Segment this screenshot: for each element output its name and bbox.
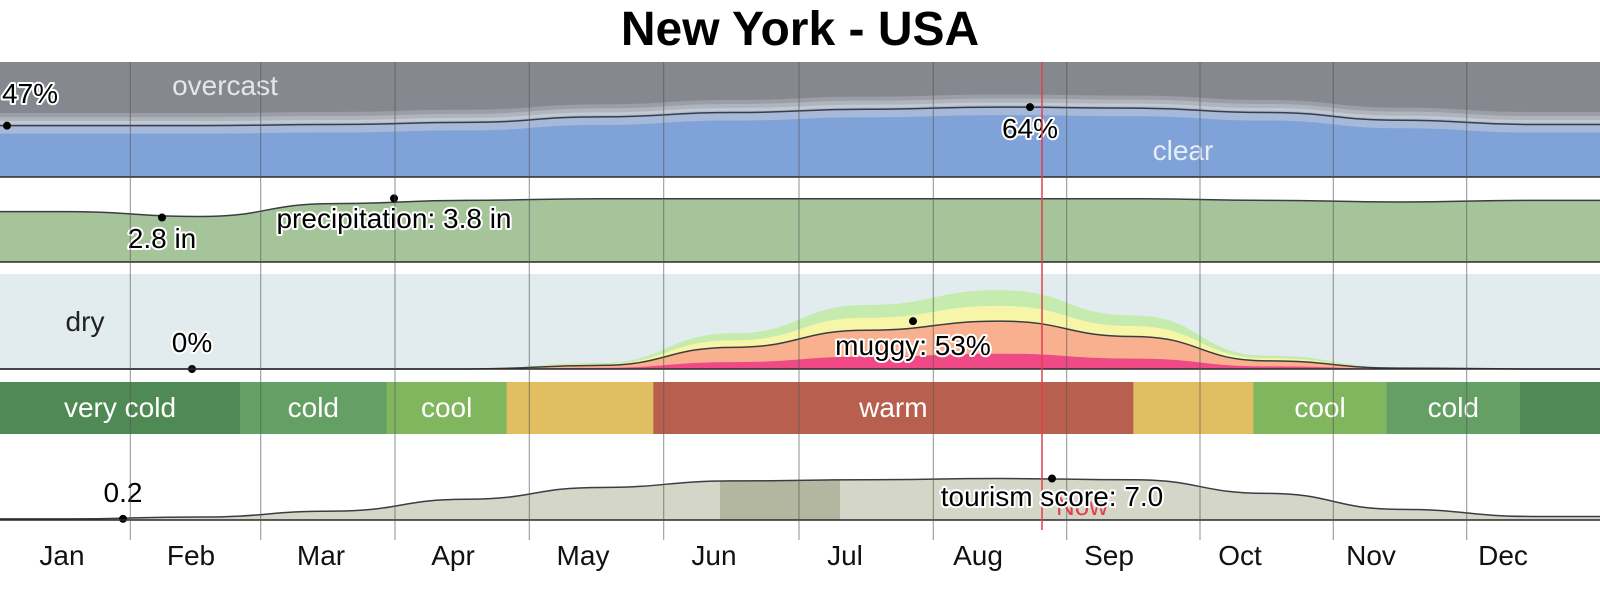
temp-band-7 [1386, 382, 1521, 434]
temp-band-4 [653, 382, 1134, 434]
temp-band-label-4: warm [858, 392, 927, 423]
precip-max-label: precipitation: 3.8 in [276, 203, 511, 234]
tourism-max-point [1048, 474, 1056, 483]
month-label-may: May [557, 540, 610, 571]
month-label-oct: Oct [1218, 540, 1262, 571]
temp-band-0 [0, 382, 241, 434]
month-label-aug: Aug [953, 540, 1003, 571]
precip-min-label: 2.8 in [128, 223, 197, 254]
cloud-max-label: 64% [1002, 113, 1058, 144]
tourism-max-label: tourism score: 7.0 [941, 481, 1164, 512]
now-label: Now [1056, 491, 1108, 521]
temp-band-label-0: very cold [64, 392, 176, 423]
month-label-jun: Jun [691, 540, 736, 571]
temp-band-5 [1133, 382, 1254, 434]
temp-band-label-2: cool [421, 392, 472, 423]
muggy-max-point [909, 317, 917, 326]
precip-series-line [0, 197, 1600, 218]
cloud-overcast-label: overcast [172, 70, 278, 101]
precip-min-point [158, 213, 166, 222]
precip-area [0, 198, 1600, 262]
tourism-best-period [720, 478, 840, 520]
temp-band-label-1: cold [288, 392, 339, 423]
month-label-mar: Mar [297, 540, 345, 571]
cloud-series-line [0, 106, 1600, 127]
muggy-min-label: 0% [172, 327, 212, 358]
month-label-apr: Apr [431, 540, 475, 571]
tourism-min-label: 0.2 [104, 477, 143, 508]
month-label-feb: Feb [167, 540, 215, 571]
temp-band-3 [506, 382, 654, 434]
month-label-sep: Sep [1084, 540, 1134, 571]
month-label-jan: Jan [39, 540, 84, 571]
precip-max-point [390, 194, 398, 203]
month-label-jul: Jul [827, 540, 863, 571]
muggy-max-label: muggy: 53% [835, 330, 991, 361]
cloud-clear-label: clear [1153, 135, 1214, 166]
tourism-series-line [0, 477, 1600, 520]
month-label-nov: Nov [1346, 540, 1396, 571]
cloud-min-point [3, 121, 11, 130]
dry-label: dry [66, 306, 105, 337]
month-label-dec: Dec [1478, 540, 1528, 571]
temp-band-label-7: cold [1428, 392, 1479, 423]
temp-band-6 [1253, 382, 1388, 434]
cloud-min-label: 47% [2, 78, 58, 109]
temp-band-2 [386, 382, 508, 434]
temp-band-1 [240, 382, 388, 434]
temp-band-8 [1520, 382, 1600, 434]
chart-title: New York - USA [620, 3, 980, 56]
cloud-max-point [1026, 103, 1034, 112]
tourism-min-point [119, 514, 127, 523]
temp-band-label-6: cool [1294, 392, 1345, 423]
